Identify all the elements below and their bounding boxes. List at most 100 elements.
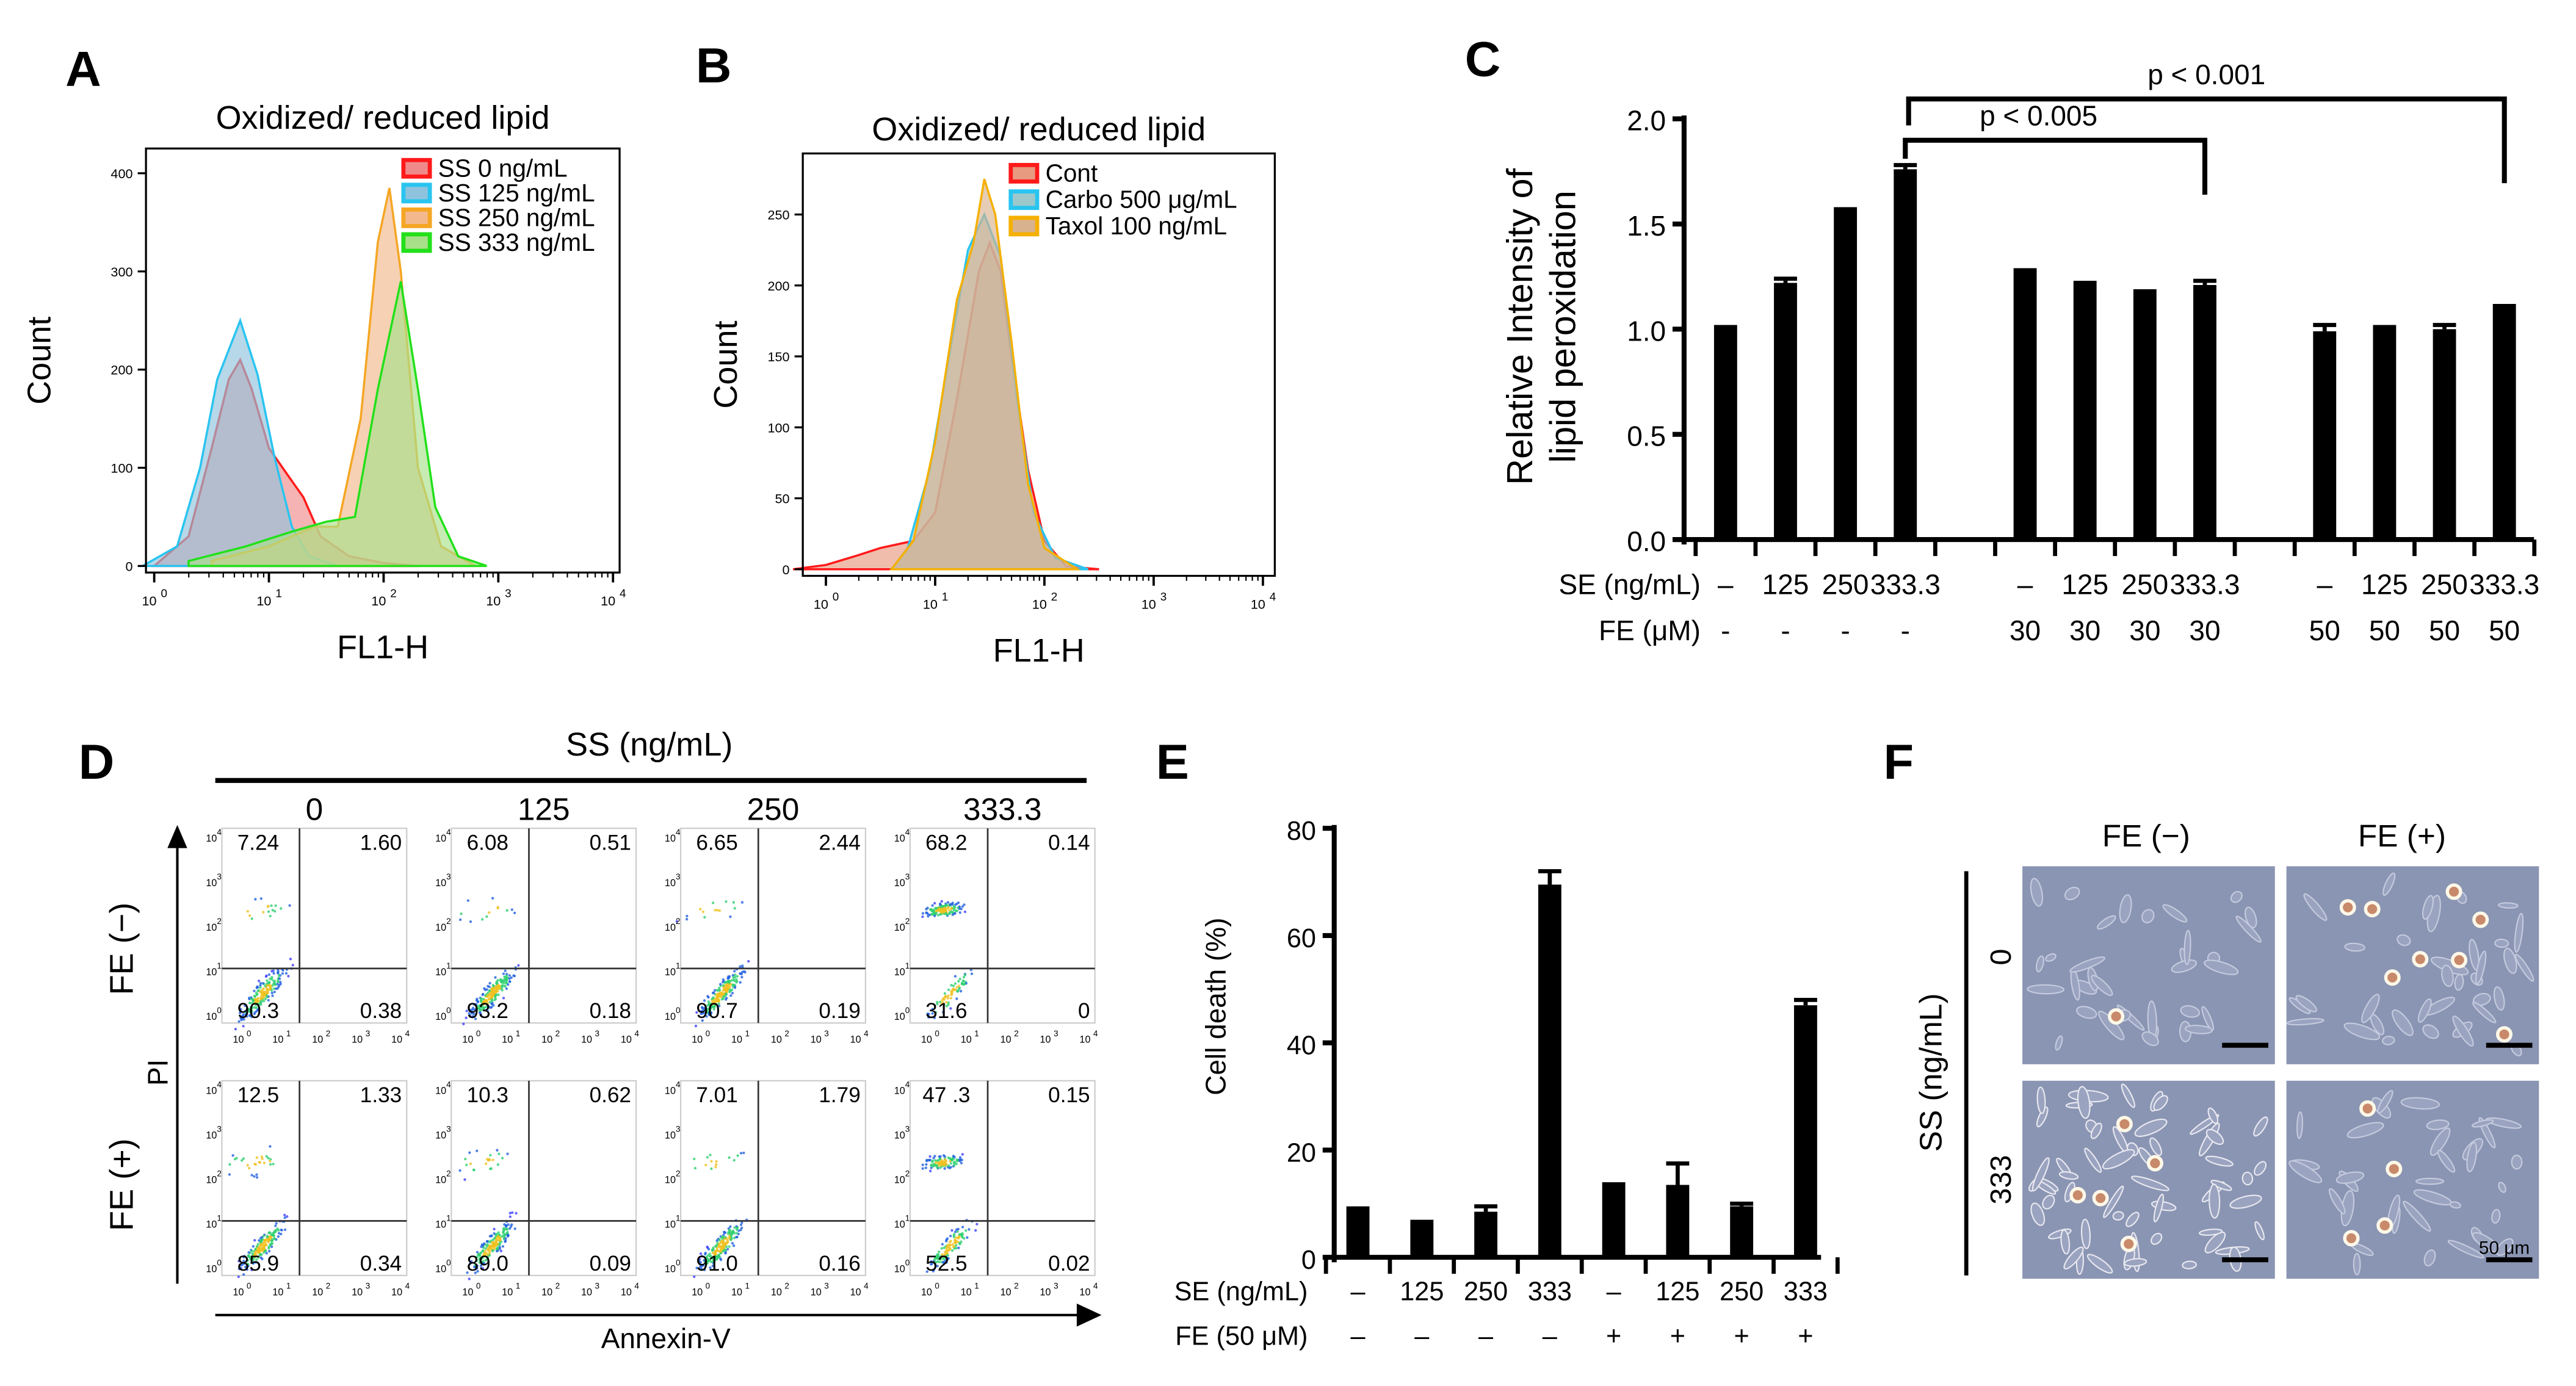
event-dot [490, 1006, 493, 1009]
event-dot [953, 1238, 957, 1242]
event-dot [727, 1230, 730, 1234]
cell [2415, 1177, 2445, 1185]
y-tick-exponent: 0 [217, 1006, 222, 1015]
x-tick-label: 10 [621, 1034, 632, 1045]
event-dot [739, 1152, 743, 1155]
x-tick-exponent: 1 [745, 1281, 750, 1290]
event-dot [955, 902, 958, 906]
event-dot [478, 1011, 482, 1014]
event-dot [511, 1211, 514, 1215]
event-dot [940, 1247, 943, 1250]
event-dot [493, 1227, 496, 1231]
bar [1713, 325, 1737, 540]
event-dot [939, 908, 942, 911]
event-dot [716, 909, 719, 912]
event-dot [270, 976, 273, 979]
event-dot [952, 1164, 956, 1167]
x-tick-label: 10 [581, 1287, 592, 1298]
event-dot [966, 1236, 969, 1239]
event-dot [262, 1241, 266, 1244]
x-tick-exponent: 1 [745, 1029, 750, 1038]
event-dot [712, 1246, 715, 1249]
column-label: FE (−) [2102, 818, 2190, 853]
event-dot [975, 1222, 979, 1225]
plot-frame [680, 1080, 866, 1276]
event-dot [288, 904, 291, 907]
bar [1410, 1219, 1434, 1258]
event-dot [253, 1239, 256, 1242]
event-dot [273, 1229, 277, 1233]
event-dot [722, 1241, 725, 1244]
event-dot [957, 906, 960, 909]
event-dot [958, 984, 961, 987]
event-dot [949, 1166, 952, 1169]
cell [2162, 904, 2188, 923]
cell [2245, 906, 2257, 928]
event-dot [487, 1246, 490, 1249]
event-dot [947, 1164, 950, 1168]
event-dot [489, 1153, 492, 1157]
event-dot [950, 1229, 953, 1232]
event-dot [251, 1261, 255, 1265]
event-dot [278, 977, 281, 980]
cell [2514, 953, 2534, 982]
y-tick-exponent: 3 [446, 1125, 451, 1134]
event-dot [930, 1260, 933, 1263]
p-value-label: p < 0.005 [1980, 99, 2097, 131]
event-dot [946, 997, 950, 1000]
event-dot [248, 996, 251, 1000]
flow-title: SS (ng/mL) [566, 726, 733, 763]
event-dot [255, 992, 258, 995]
event-dot [921, 915, 924, 919]
event-dot [493, 1232, 496, 1235]
event-dot [950, 984, 953, 987]
event-dot [250, 1174, 253, 1177]
arrow-head [1076, 1303, 1102, 1327]
rounded-cell [2495, 1026, 2513, 1043]
x-tick-exponent: 0 [935, 1029, 939, 1038]
event-dot [955, 1162, 958, 1166]
event-dot [289, 958, 292, 961]
x-tick-label: 10 [541, 1034, 552, 1045]
cell [2030, 1202, 2046, 1226]
event-dot [701, 1006, 704, 1009]
quadrant-ur-value: 1.79 [819, 1083, 860, 1107]
cell [2084, 1147, 2102, 1173]
event-dot [259, 997, 263, 1000]
rounded-cell [2376, 1217, 2393, 1234]
cell [2042, 1194, 2055, 1210]
event-dot [476, 1007, 479, 1010]
event-dot [929, 908, 933, 911]
y-axis-label: Count [707, 320, 744, 408]
event-dot [477, 1007, 480, 1010]
y-tick-label: 10 [435, 1085, 446, 1096]
rounded-cell [2445, 883, 2462, 900]
cell [2182, 1260, 2197, 1269]
event-dot [493, 1245, 496, 1248]
y-tick-label: 10 [894, 1085, 905, 1096]
event-dot [261, 1157, 264, 1160]
y-tick-label: 10 [665, 967, 676, 978]
event-dot [251, 1245, 255, 1248]
event-dot [488, 992, 491, 995]
event-dot [472, 1012, 476, 1016]
cell [2090, 1122, 2102, 1139]
rounded-cell [2472, 911, 2489, 928]
bar [2433, 329, 2456, 540]
event-dot [728, 985, 732, 989]
se-label: 250 [2121, 568, 2168, 600]
rounded-cell [2108, 1008, 2125, 1025]
event-dot [281, 972, 284, 975]
event-dot [481, 1267, 485, 1270]
panel-label-b: B [696, 38, 732, 93]
event-dot [254, 1002, 257, 1005]
cell [2514, 912, 2524, 953]
event-dot [283, 1216, 286, 1219]
y-tick-label: 10 [206, 1263, 217, 1274]
event-dot [719, 1250, 723, 1254]
cell [2511, 1154, 2523, 1170]
event-dot [732, 976, 735, 979]
event-dot [484, 994, 487, 997]
event-dot [732, 901, 736, 904]
event-dot [482, 1260, 485, 1263]
